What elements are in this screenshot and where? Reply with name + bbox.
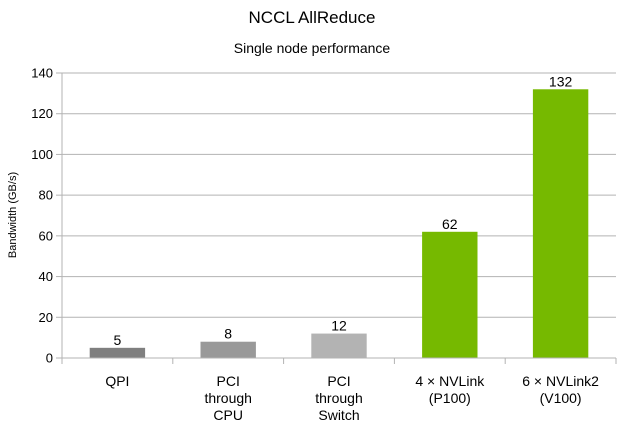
x-tick-label: 6 × NVLink2 (V100) (522, 373, 599, 406)
x-tick-label-line: Switch (318, 407, 359, 423)
x-tick-label-line: 6 × NVLink2 (522, 373, 599, 389)
x-tick-label-line: through (315, 390, 362, 406)
y-tick-label: 100 (31, 147, 53, 162)
data-label: 12 (331, 318, 347, 334)
data-label: 62 (442, 216, 458, 232)
x-tick-label-line: through (204, 390, 251, 406)
x-tick-label: PCI through Switch (315, 373, 362, 423)
data-label: 5 (114, 332, 122, 348)
x-tick-label: PCI through CPU (204, 373, 251, 423)
x-tick-label: 4 × NVLink (P100) (415, 373, 485, 406)
data-label: 132 (549, 73, 573, 89)
x-tick-label-line: PCI (327, 373, 350, 389)
y-tick-label: 140 (31, 66, 53, 81)
y-tick-label: 120 (31, 106, 53, 121)
y-tick-label: 80 (39, 188, 53, 203)
bar (200, 341, 256, 358)
x-tick-label-line: QPI (105, 373, 129, 389)
bar (532, 89, 589, 359)
gridlines (62, 72, 616, 318)
data-label: 8 (224, 326, 232, 342)
y-axis-label: Bandwidth (GB/s) (7, 172, 19, 258)
x-tick-label-line: PCI (217, 373, 240, 389)
chart-title: NCCL AllReduce (249, 8, 376, 27)
x-tick-label-line: (P100) (429, 390, 471, 406)
x-tick-label-line: 4 × NVLink (415, 373, 485, 389)
bar (311, 333, 367, 358)
y-tick-label: 60 (39, 228, 53, 243)
bar (422, 231, 478, 358)
y-tick-label: 20 (39, 310, 53, 325)
chart-subtitle: Single node performance (234, 40, 391, 56)
axes (56, 72, 617, 364)
x-tick-label-line: CPU (213, 407, 243, 423)
bar (89, 347, 146, 358)
x-tick-label-line: (V100) (540, 390, 582, 406)
y-tick-label: 0 (46, 351, 53, 366)
bars (89, 89, 589, 359)
x-tick-label: QPI (105, 373, 129, 389)
y-tick-label: 40 (39, 269, 53, 284)
